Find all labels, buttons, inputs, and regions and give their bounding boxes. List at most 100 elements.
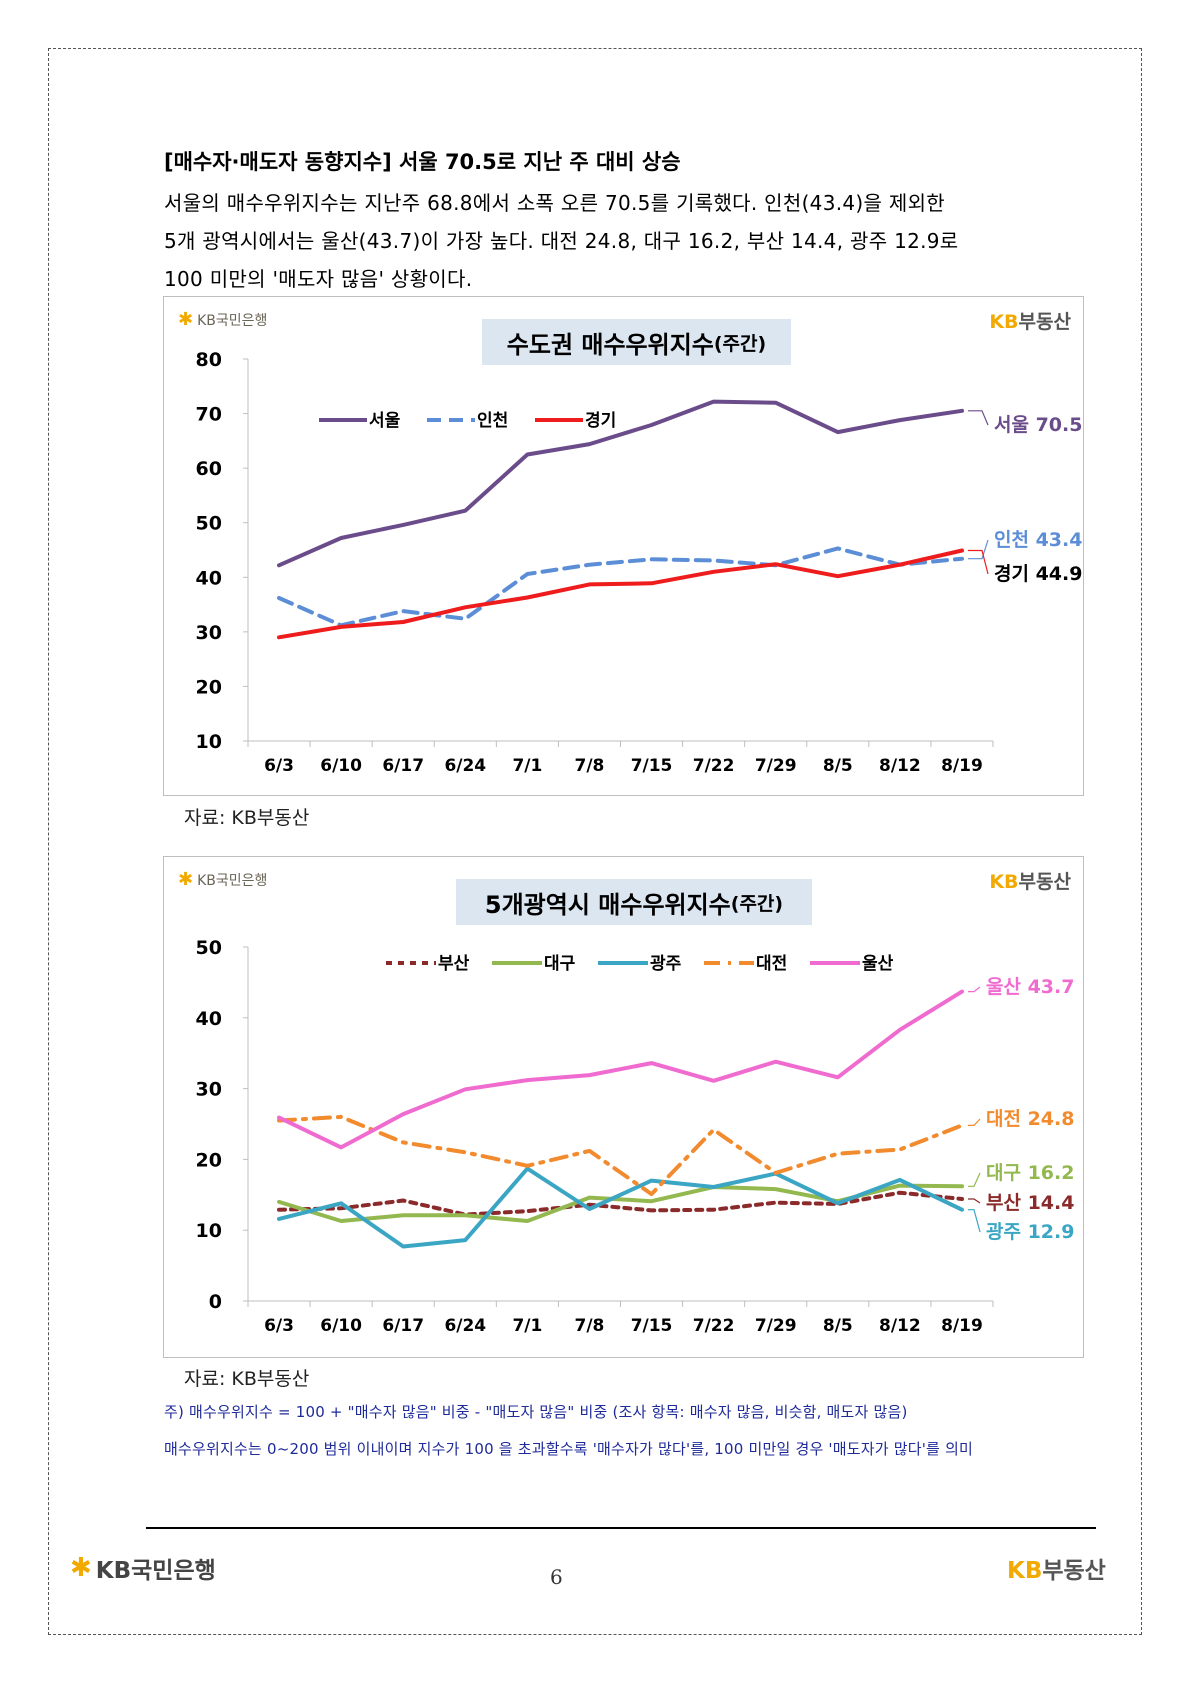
chart-title-suffix: (주간) [713,332,767,355]
legend-label: 광주 [650,954,682,974]
footer-land-logo: KB부동산 [1007,1551,1106,1585]
summary-line-3: 100 미만의 '매도자 많음' 상황이다. [164,267,473,291]
x-tick-label: 8/19 [941,1316,983,1336]
x-tick-label: 8/5 [823,1316,853,1336]
x-tick-label: 6/3 [264,756,294,776]
x-tick-label: 7/1 [512,756,542,776]
kb-land-logo-kb: KB [989,871,1019,893]
footnote-2: 매수우위지수는 0~200 범위 이내이며 지수가 100 을 초과할수록 '매… [164,1440,973,1458]
series-line-경기 [277,548,964,640]
end-label: 대전 24.8 [986,1108,1074,1130]
chart-title: 5개광역시 매수우위지수 (주간) [456,879,812,925]
footer-bank-text: KB국민은행 [95,1558,216,1584]
kb-land-logo: KB부동산 [989,307,1071,334]
y-tick-label: 50 [196,937,222,959]
chart-plot-metro: 0 10 20 30 40 50 6/3 6/10 6/17 6/24 7/1 7/8 7/15 7/22… [196,937,1075,1336]
kb-land-logo-kb: KB [989,311,1019,333]
x-tick-label: 7/1 [512,1316,542,1336]
x-tick-label: 6/17 [382,1316,424,1336]
kb-bank-logo: ✱ KB국민은행 [178,309,267,330]
kb-bank-logo-text: KB국민은행 [197,312,268,329]
chart-plot-capital: 10 20 30 40 50 60 70 80 6/3 6/10 6/17 6/24 7/1 7/8 7/1… [196,349,1083,776]
y-tick-label: 20 [196,1149,222,1171]
series-line-광주 [277,1166,964,1249]
x-tick-label: 6/17 [382,756,424,776]
legend-label: 대구 [544,954,576,974]
summary-paragraph: 서울의 매수우위지수는 지난주 68.8에서 소폭 오른 70.5를 기록했다.… [164,184,1074,298]
legend-label: 인천 [477,411,508,431]
x-tick-label: 6/24 [444,756,486,776]
x-tick-label: 7/15 [631,1316,673,1336]
x-tick-label: 7/8 [575,1316,605,1336]
footnote-1: 주) 매수우위지수 = 100 + "매수자 많음" 비중 - "매도자 많음"… [164,1403,908,1421]
kb-land-logo-rest: 부동산 [1018,311,1071,333]
x-tick-label: 7/15 [631,756,673,776]
y-tick-label: 70 [196,404,222,426]
end-label-leader [967,986,981,993]
chart-title-suffix: (주간) [730,892,784,915]
y-tick-label: 30 [196,622,222,644]
x-tick-label: 7/22 [693,1316,735,1336]
y-tick-label: 40 [196,1008,222,1030]
kb-star-icon: ✱ [178,309,194,330]
kb-star-icon: ✱ [178,869,194,890]
chart-source: 자료: KB부동산 [184,807,310,829]
end-label: 경기 44.9 [994,563,1082,585]
footer-divider [146,1527,1096,1529]
y-tick-label: 80 [196,349,222,371]
series-line-대전 [277,1114,964,1197]
x-tick-label: 8/5 [823,756,853,776]
series-line-부산 [277,1190,964,1217]
chart-title-text: 5개광역시 매수우위지수 [484,890,731,919]
end-label: 대구 16.2 [986,1162,1074,1184]
y-tick-label: 10 [196,1220,222,1242]
x-tick-label: 8/19 [941,756,983,776]
legend-label: 울산 [862,954,894,974]
x-tick-label: 8/12 [879,1316,921,1336]
series-line-인천 [277,546,964,628]
x-tick-label: 6/10 [320,756,362,776]
y-tick-label: 10 [196,731,222,753]
summary-line-1: 서울의 매수우위지수는 지난주 68.8에서 소폭 오른 70.5를 기록했다.… [164,191,945,215]
end-label: 광주 12.9 [986,1221,1074,1243]
kb-bank-logo: ✱ KB국민은행 [178,869,267,890]
kb-land-logo: KB부동산 [989,867,1071,894]
y-tick-label: 50 [196,513,222,535]
kb-bank-logo-text: KB국민은행 [197,872,268,889]
end-label-leader [967,549,989,575]
end-label-leader [967,539,989,560]
legend-label: 대전 [756,954,787,974]
chart-title-text: 수도권 매수우위지수 [506,330,714,359]
chart-title: 수도권 매수우위지수 (주간) [482,319,791,365]
x-tick-label: 7/22 [693,756,735,776]
chart-metro-cities: ✱ KB국민은행 KB부동산 5개광역시 매수우위지수 (주간) 0 10 20 30 4… [163,856,1084,1358]
end-label: 인천 43.4 [994,529,1082,551]
end-label: 서울 70.5 [994,414,1082,436]
y-tick-label: 30 [196,1079,222,1101]
end-label: 부산 14.4 [986,1192,1074,1214]
x-tick-label: 6/3 [264,1316,294,1336]
y-tick-label: 0 [209,1291,222,1313]
footer-land-kb: KB [1007,1558,1043,1584]
end-label-leader [967,1198,981,1204]
end-label-leader [967,410,989,426]
legend-label: 부산 [438,954,470,974]
series-line-서울 [277,399,964,568]
x-tick-label: 6/24 [444,1316,486,1336]
end-label-leader [967,1209,981,1233]
x-tick-label: 7/8 [575,756,605,776]
page-number: 6 [550,1565,563,1589]
footer-bank-logo: ✱ KB국민은행 [70,1551,216,1585]
end-label-leader [967,1172,981,1187]
x-tick-label: 7/29 [755,756,797,776]
kb-star-icon: ✱ [70,1553,92,1583]
footer-land-rest: 부동산 [1042,1558,1106,1584]
legend-label: 경기 [585,411,616,431]
x-tick-label: 8/12 [879,756,921,776]
x-tick-label: 7/29 [755,1316,797,1336]
section-heading: [매수자·매도자 동향지수] 서울 70.5로 지난 주 대비 상승 [164,150,681,174]
chart-source: 자료: KB부동산 [184,1368,310,1390]
y-tick-label: 40 [196,567,222,589]
summary-line-2: 5개 광역시에서는 울산(43.7)이 가장 높다. 대전 24.8, 대구 1… [164,229,959,253]
series-line-울산 [277,989,964,1150]
